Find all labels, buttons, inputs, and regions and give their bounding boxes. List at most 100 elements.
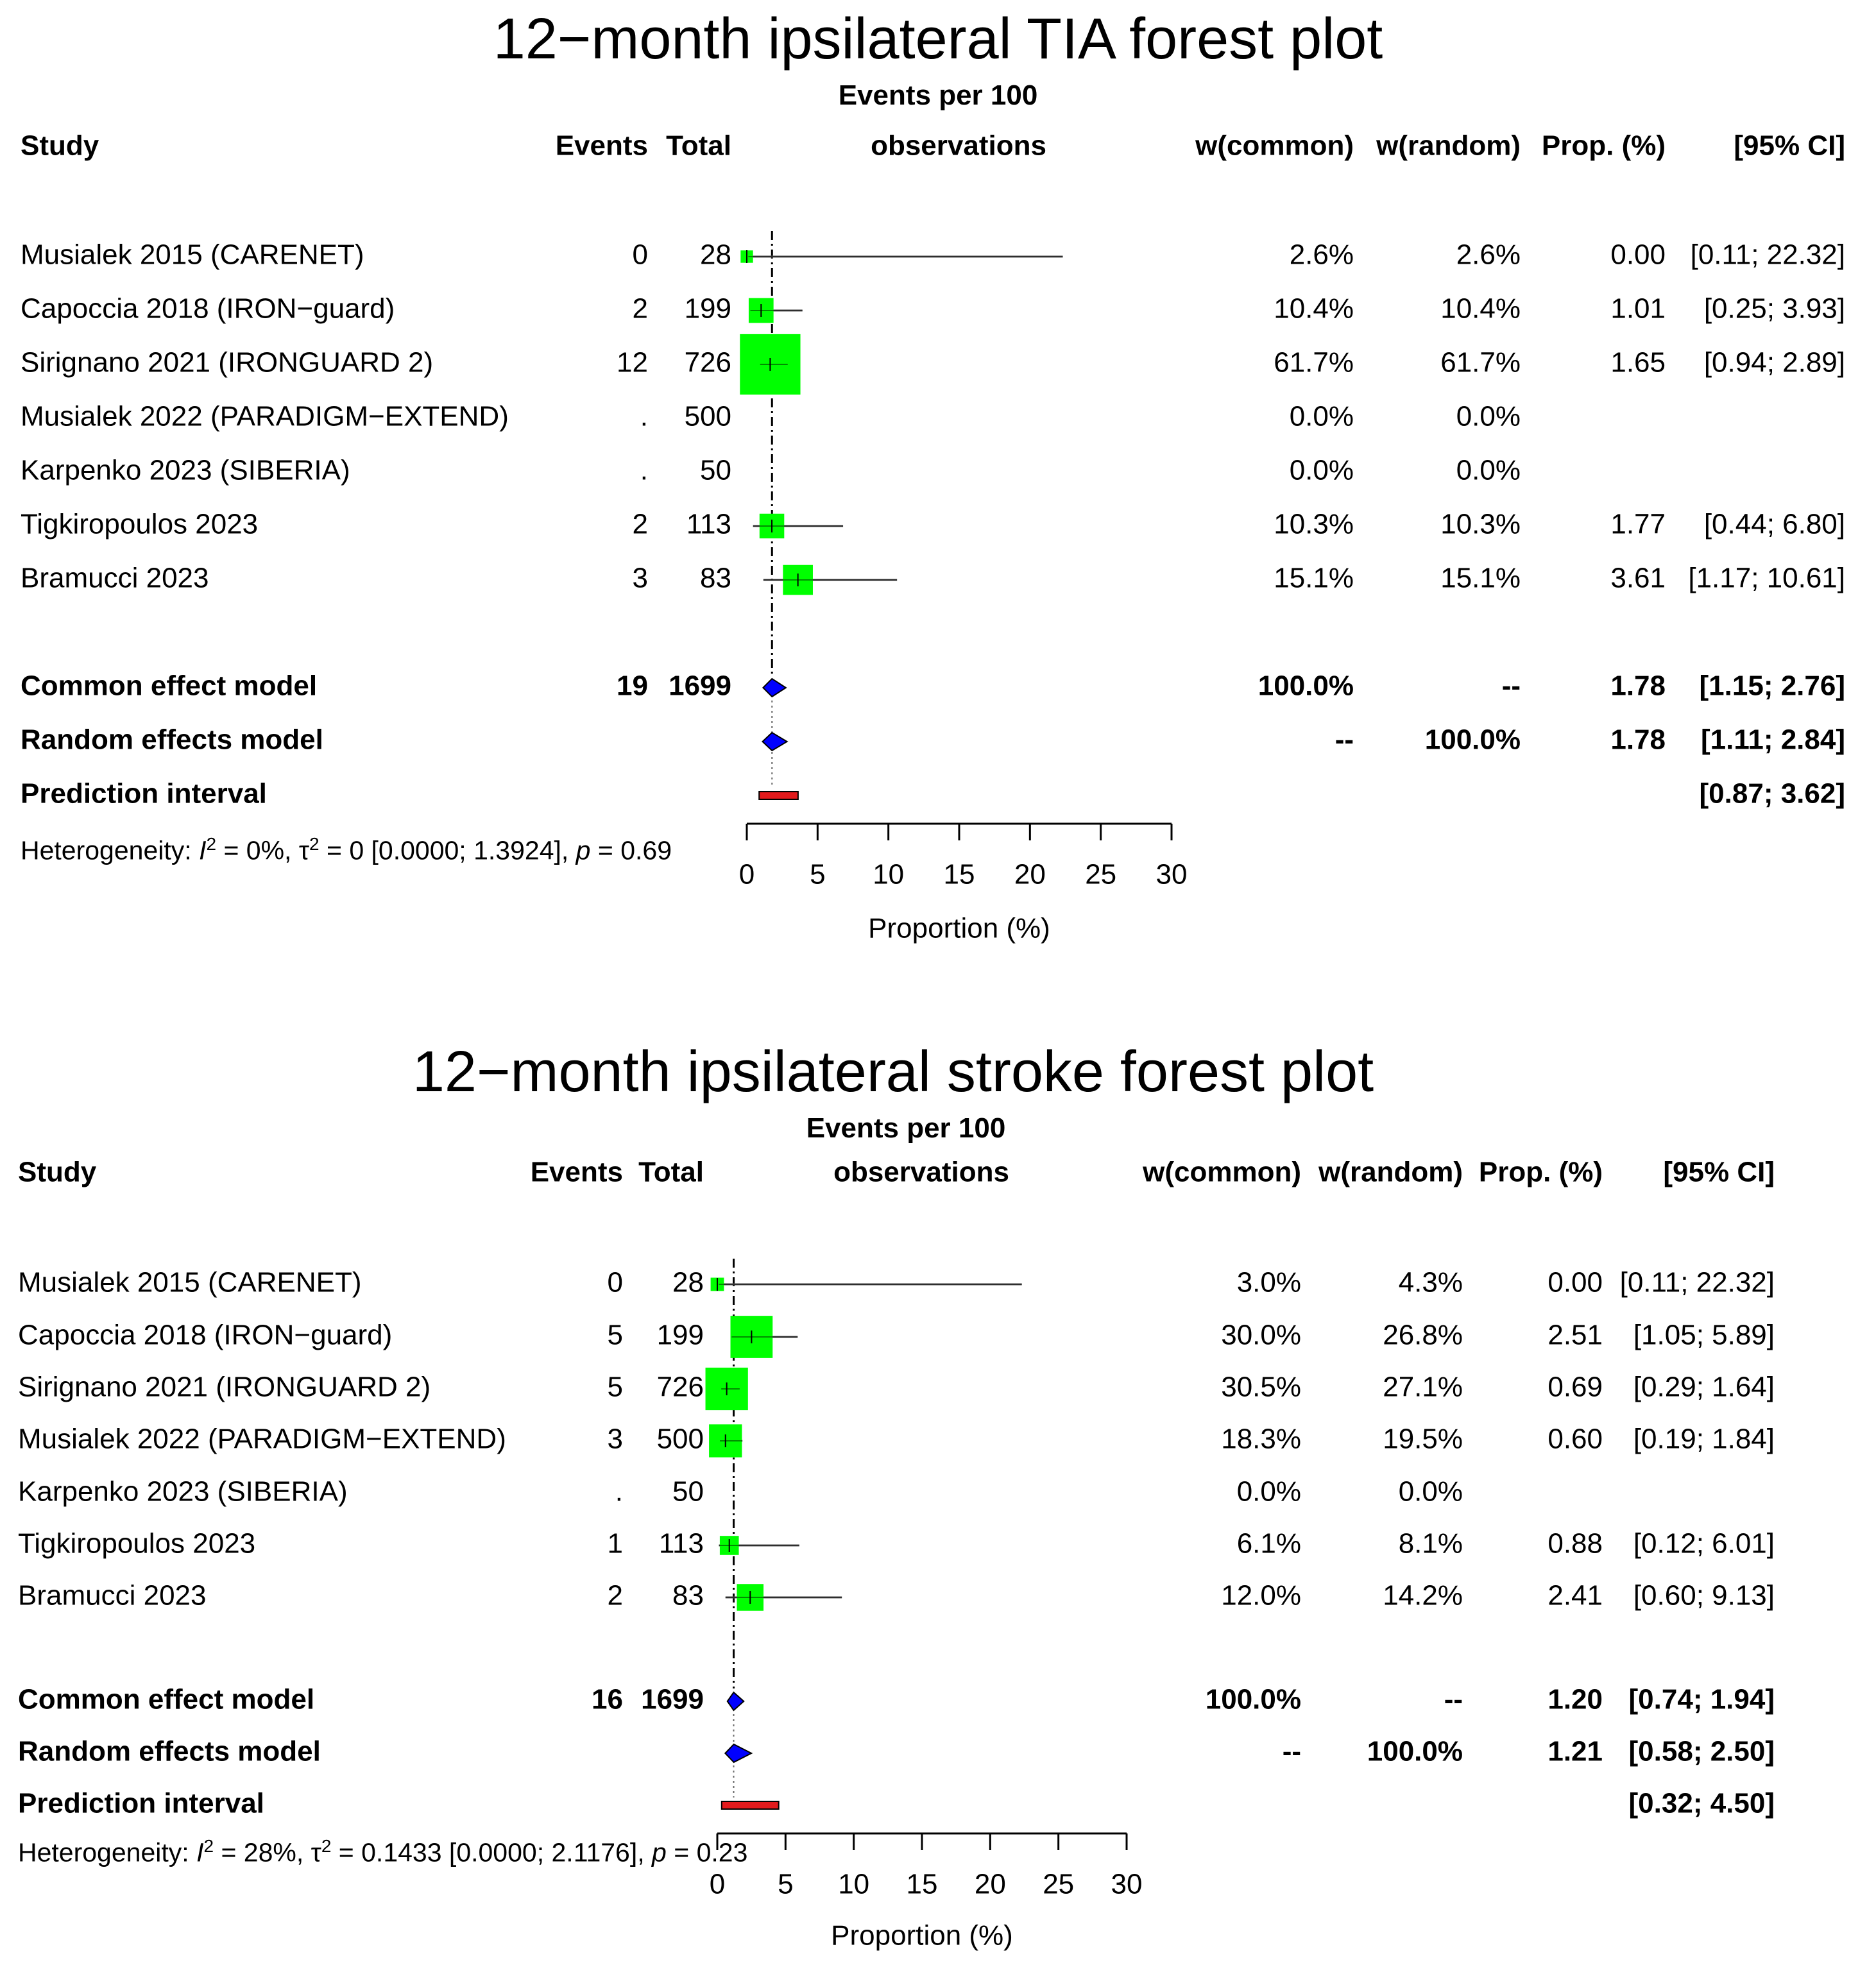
random-effects-weight-common: -- bbox=[1283, 1736, 1301, 1767]
study-weight-common: 10.3% bbox=[1274, 509, 1354, 540]
study-weight-common: 0.0% bbox=[1290, 455, 1354, 486]
common-effect-weight-random: -- bbox=[1502, 670, 1521, 702]
heterogeneity-statistic: Heterogeneity: I2 = 28%, τ2 = 0.1433 [0.… bbox=[18, 1836, 748, 1867]
study-weight-common: 6.1% bbox=[1237, 1528, 1301, 1560]
common-effect-events: 16 bbox=[592, 1684, 623, 1715]
study-total: 50 bbox=[672, 1476, 704, 1508]
study-proportion: 1.01 bbox=[1610, 293, 1666, 325]
study-weight-common: 15.1% bbox=[1274, 563, 1354, 594]
p-value: = 0.69 bbox=[590, 835, 672, 865]
study-events: . bbox=[640, 401, 648, 432]
column-header-w-random: w(random) bbox=[1318, 1157, 1463, 1188]
study-total: 50 bbox=[700, 455, 731, 486]
i2-value: = 28%, bbox=[214, 1837, 311, 1867]
study-ci: [0.94; 2.89] bbox=[1704, 347, 1845, 378]
study-weight-random: 0.0% bbox=[1456, 401, 1521, 432]
prediction-interval-ci: [0.32; 4.50] bbox=[1629, 1788, 1775, 1819]
random-effects-ci: [0.58; 2.50] bbox=[1629, 1736, 1775, 1767]
common-effect-proportion: 1.20 bbox=[1548, 1684, 1603, 1715]
x-axis-tick-label: 15 bbox=[944, 859, 975, 890]
study-total: 83 bbox=[700, 563, 731, 594]
study-events: 0 bbox=[608, 1267, 623, 1298]
chart-subtitle: Events per 100 bbox=[838, 80, 1038, 111]
study-weight-common: 12.0% bbox=[1221, 1580, 1301, 1611]
study-name: Bramucci 2023 bbox=[18, 1580, 206, 1611]
column-header-ci: [95% CI] bbox=[1663, 1157, 1775, 1188]
study-events: 5 bbox=[608, 1372, 623, 1403]
study-name: Tigkiropoulos 2023 bbox=[18, 1528, 255, 1560]
study-events: 2 bbox=[608, 1580, 623, 1611]
random-effects-diamond bbox=[724, 1743, 753, 1764]
study-events: 3 bbox=[608, 1424, 623, 1455]
x-axis-tick-label: 15 bbox=[907, 1869, 938, 1900]
study-proportion: 0.60 bbox=[1548, 1424, 1603, 1455]
p-symbol: p bbox=[652, 1837, 667, 1867]
study-weight-random: 8.1% bbox=[1399, 1528, 1463, 1560]
study-total: 28 bbox=[700, 239, 731, 271]
x-axis-tick-label: 20 bbox=[975, 1869, 1006, 1900]
study-events: 12 bbox=[617, 347, 648, 378]
study-name: Musialek 2015 (CARENET) bbox=[18, 1267, 362, 1298]
study-weight-common: 30.5% bbox=[1221, 1372, 1301, 1403]
p-symbol: p bbox=[576, 835, 591, 865]
study-weight-random: 10.3% bbox=[1440, 509, 1521, 540]
study-ci: [1.17; 10.61] bbox=[1688, 563, 1845, 594]
common-effect-weight-common: 100.0% bbox=[1206, 1684, 1301, 1715]
x-axis-label: Proportion (%) bbox=[868, 913, 1050, 944]
study-proportion: 2.51 bbox=[1548, 1320, 1603, 1351]
study-weight-common: 10.4% bbox=[1274, 293, 1354, 325]
prediction-interval-ci: [0.87; 3.62] bbox=[1700, 778, 1845, 810]
x-axis-tick-label: 5 bbox=[810, 859, 825, 890]
study-proportion: 2.41 bbox=[1548, 1580, 1603, 1611]
common-effect-total: 1699 bbox=[641, 1684, 704, 1715]
column-header-prop: Prop. (%) bbox=[1479, 1157, 1603, 1188]
common-effect-diamond bbox=[762, 677, 787, 698]
column-header-events: Events bbox=[531, 1157, 623, 1188]
chart-title: 12−month ipsilateral TIA forest plot bbox=[493, 7, 1383, 71]
common-effect-weight-common: 100.0% bbox=[1258, 670, 1354, 702]
random-effects-weight-random: 100.0% bbox=[1367, 1736, 1463, 1767]
forest-plot-tia: 12−month ipsilateral TIA forest plot Eve… bbox=[0, 0, 1876, 962]
column-header-observations: observations bbox=[871, 130, 1046, 162]
column-header-events: Events bbox=[556, 130, 648, 162]
study-total: 199 bbox=[657, 1320, 704, 1351]
common-effect-diamond bbox=[726, 1691, 745, 1712]
study-name: Bramucci 2023 bbox=[21, 563, 209, 594]
x-axis-tick-label: 30 bbox=[1156, 859, 1188, 890]
study-total: 113 bbox=[686, 509, 731, 540]
study-events: 0 bbox=[633, 239, 648, 271]
study-weight-common: 3.0% bbox=[1237, 1267, 1301, 1298]
study-weight-random: 27.1% bbox=[1383, 1372, 1463, 1403]
random-effects-label: Random effects model bbox=[18, 1736, 321, 1767]
study-name: Musialek 2022 (PARADIGM−EXTEND) bbox=[18, 1424, 506, 1455]
study-events: 3 bbox=[633, 563, 648, 594]
study-total: 83 bbox=[672, 1580, 704, 1611]
study-ci: [0.44; 6.80] bbox=[1704, 509, 1845, 540]
random-effects-diamond bbox=[762, 731, 789, 752]
x-axis-tick-label: 25 bbox=[1043, 1869, 1074, 1900]
study-total: 726 bbox=[657, 1372, 704, 1403]
study-weight-random: 15.1% bbox=[1440, 563, 1521, 594]
study-proportion: 0.69 bbox=[1548, 1372, 1603, 1403]
common-effect-ci: [1.15; 2.76] bbox=[1700, 670, 1845, 702]
random-effects-proportion: 1.78 bbox=[1610, 724, 1666, 756]
study-events: . bbox=[615, 1476, 623, 1508]
column-header-prop: Prop. (%) bbox=[1542, 130, 1666, 162]
chart-title: 12−month ipsilateral stroke forest plot bbox=[412, 1040, 1374, 1104]
tau2-symbol: τ bbox=[311, 1837, 321, 1867]
random-effects-weight-random: 100.0% bbox=[1425, 724, 1521, 756]
study-name: Sirignano 2021 (IRONGUARD 2) bbox=[21, 347, 433, 378]
prediction-interval-bar bbox=[721, 1801, 780, 1810]
study-total: 500 bbox=[657, 1424, 704, 1455]
study-weight-random: 14.2% bbox=[1383, 1580, 1463, 1611]
column-header-total: Total bbox=[666, 130, 731, 162]
heterogeneity-prefix: Heterogeneity: bbox=[18, 1837, 197, 1867]
study-weight-common: 0.0% bbox=[1237, 1476, 1301, 1508]
column-header-total: Total bbox=[638, 1157, 704, 1188]
common-effect-events: 19 bbox=[617, 670, 648, 702]
study-events: 1 bbox=[608, 1528, 623, 1560]
study-name: Sirignano 2021 (IRONGUARD 2) bbox=[18, 1372, 431, 1403]
study-events: 2 bbox=[633, 293, 648, 325]
prediction-interval-label: Prediction interval bbox=[18, 1788, 264, 1819]
study-proportion: 3.61 bbox=[1610, 563, 1666, 594]
